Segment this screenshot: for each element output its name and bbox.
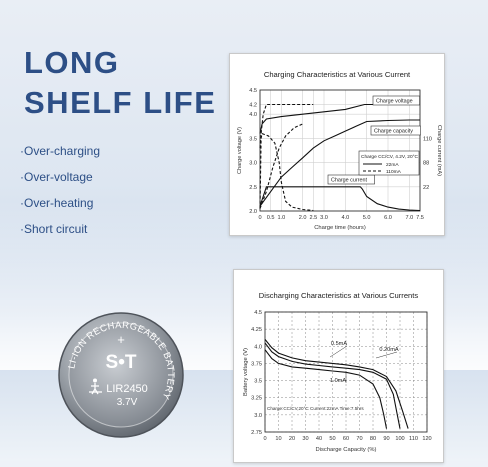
series-label-box xyxy=(327,174,375,185)
x-tick-label: 40 xyxy=(316,436,322,442)
x-tick-label: 20 xyxy=(289,436,295,442)
feature-item: ·Over-voltage xyxy=(20,170,93,184)
x-tick-label: 6.0 xyxy=(384,215,392,221)
x-tick-label: 1.0 xyxy=(277,215,285,221)
x-tick-label: 30 xyxy=(302,436,308,442)
series-line xyxy=(259,119,420,207)
y-tick-label: 3.25 xyxy=(251,396,262,402)
coin-battery-image: LI-ION RECHARGEABLE BATTERY + S•T LIR245… xyxy=(58,312,184,438)
plot-frame xyxy=(264,311,428,433)
x-tick-label: 90 xyxy=(383,436,389,442)
feature-list: ·Over-charging ·Over-voltage ·Over-heati… xyxy=(20,138,100,242)
series-label-box xyxy=(372,95,420,106)
x-axis-label: Charge time (hours) xyxy=(314,225,366,231)
x-tick-label: 2.5 xyxy=(309,215,317,221)
x-tick-label: 50 xyxy=(329,436,335,442)
y-tick-label: 3.0 xyxy=(249,161,257,167)
x-tick-label: 3.0 xyxy=(320,215,328,221)
series-label: 0.5mA xyxy=(331,341,347,347)
series-label-box xyxy=(370,125,421,136)
y-axis-label: Charge voltage (V) xyxy=(237,127,243,174)
x-tick-label: 100 xyxy=(395,436,404,442)
series-label: 0.20mA xyxy=(379,347,399,353)
charging-chart-panel: Charging Characteristics at Various Curr… xyxy=(229,53,445,236)
plot-frame xyxy=(259,89,421,212)
headline-line-2: SHELF LIFE xyxy=(24,85,217,120)
legend-item: 110mA xyxy=(386,169,402,175)
x-tick-label: 110 xyxy=(409,436,418,442)
y-tick-label: 3.5 xyxy=(249,136,257,142)
coin-model: LIR2450 xyxy=(106,383,148,395)
coin-voltage: 3.7V xyxy=(117,397,138,408)
y-tick-label: 4.5 xyxy=(249,88,257,94)
y-axis-label: Battery voltage (V) xyxy=(243,348,249,396)
y-tick-label: 4.0 xyxy=(254,344,262,350)
series-line xyxy=(259,132,314,212)
series-line xyxy=(259,186,421,212)
y-tick-label: 2.75 xyxy=(251,430,262,436)
x-tick-label: 120 xyxy=(422,436,431,442)
label-leader-line xyxy=(329,345,348,358)
discharging-chart: Discharging Characteristics at Various C… xyxy=(243,291,432,453)
coin-logo: S•T xyxy=(106,352,137,373)
feature-item: ·Over-charging xyxy=(20,144,101,158)
x-tick-label: 70 xyxy=(356,436,362,442)
coin-plus-sign: + xyxy=(117,332,125,347)
x-tick-label: 0 xyxy=(258,215,261,221)
y2-axis-label: Charge current (mA) xyxy=(436,125,442,176)
x-tick-label: 4.0 xyxy=(341,215,349,221)
legend-item: 22mA xyxy=(386,162,399,168)
chart-title: Discharging Characteristics at Various C… xyxy=(259,291,419,300)
headline: LONG SHELF LIFE xyxy=(24,43,216,123)
x-tick-label: 60 xyxy=(343,436,349,442)
label-leader-line xyxy=(375,351,398,359)
y-tick-label: 4.5 xyxy=(254,310,262,316)
series-label: Charge voltage xyxy=(376,99,413,105)
y-tick-label: 4.2 xyxy=(249,103,257,109)
y-tick-label: 4.0 xyxy=(249,112,257,118)
x-tick-label: 5.0 xyxy=(363,215,371,221)
y2-tick-label: 88 xyxy=(423,161,429,167)
feature-item: ·Over-heating xyxy=(20,196,94,210)
series-label: Charge current xyxy=(331,178,367,184)
series-line xyxy=(264,349,388,429)
y-tick-label: 3.75 xyxy=(251,361,262,367)
chart-annotation: Charge:CC/CV,20°C Current:22mA Time:7.5h… xyxy=(267,406,364,411)
recycle-person-icon xyxy=(89,378,102,395)
legend-title: Charge CC/CV, 4.2V, 20°C xyxy=(361,154,419,160)
charging-chart: Charging Characteristics at Various Curr… xyxy=(237,70,442,231)
discharging-chart-panel: Discharging Characteristics at Various C… xyxy=(233,269,444,463)
x-tick-label: 7.5 xyxy=(416,215,424,221)
series-line xyxy=(264,339,409,429)
y2-tick-label: 110 xyxy=(423,136,432,142)
x-tick-label: 2.0 xyxy=(299,215,307,221)
y-tick-label: 3.0 xyxy=(254,413,262,419)
series-line xyxy=(264,342,401,429)
y-tick-label: 3.5 xyxy=(254,379,262,385)
feature-item: ·Short circuit xyxy=(20,222,88,236)
y-tick-label: 2.0 xyxy=(249,209,257,215)
headline-line-1: LONG xyxy=(24,45,120,80)
x-tick-label: 7.0 xyxy=(405,215,413,221)
y-tick-label: 2.5 xyxy=(249,185,257,191)
series-label: 1.0mA xyxy=(330,378,346,384)
series-line xyxy=(259,103,314,149)
x-tick-label: 80 xyxy=(370,436,376,442)
series-label: Charge capacity xyxy=(374,129,413,135)
x-axis-label: Discharge Capacity (%) xyxy=(316,447,377,453)
x-tick-label: 10 xyxy=(275,436,281,442)
x-tick-label: 0 xyxy=(263,436,266,442)
y2-tick-label: 22 xyxy=(423,185,429,191)
x-tick-label: 0.5 xyxy=(267,215,275,221)
chart-title: Charging Characteristics at Various Curr… xyxy=(264,70,411,79)
y-tick-label: 4.25 xyxy=(251,327,262,333)
